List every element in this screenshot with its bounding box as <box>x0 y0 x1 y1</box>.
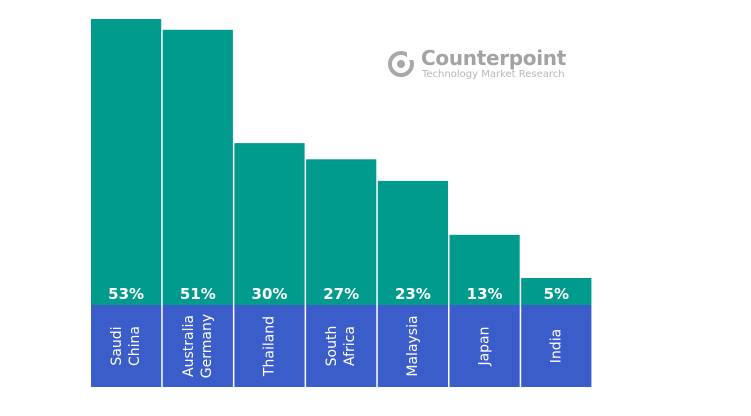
watermark-tagline: Technology Market Research <box>422 69 565 80</box>
value-label: 51% <box>180 285 216 303</box>
bar <box>162 29 233 306</box>
category-label: South <box>324 326 340 367</box>
category-band <box>91 305 162 387</box>
bar <box>449 234 520 305</box>
bar <box>377 180 448 305</box>
category-bands-group <box>91 305 592 387</box>
bar <box>91 19 162 305</box>
category-label: Malaysia <box>405 315 421 376</box>
bars-group <box>91 19 592 306</box>
value-label: 27% <box>323 285 359 303</box>
value-label: 30% <box>252 285 288 303</box>
value-label: 5% <box>544 285 569 303</box>
category-band <box>377 305 448 387</box>
category-band <box>306 305 377 387</box>
category-label: Japan <box>477 326 493 366</box>
category-band <box>521 305 592 387</box>
category-label: Australia <box>181 315 197 377</box>
category-label: Germany <box>199 314 215 378</box>
value-labels-group: 53% 51% 30% 27% 23% 13% 5% <box>108 285 569 303</box>
bar <box>306 159 377 305</box>
counterpoint-logo-icon <box>388 51 414 77</box>
bar <box>234 143 305 305</box>
category-band <box>449 305 520 387</box>
category-label: Africa <box>342 326 358 366</box>
category-labels-group: Saudi China Australia Germany Thailand South A… <box>109 314 564 378</box>
category-label: China <box>127 326 143 366</box>
category-label: India <box>548 329 564 363</box>
value-label: 23% <box>395 285 431 303</box>
category-label: Saudi <box>109 326 125 365</box>
bar <box>521 278 592 305</box>
counterpoint-watermark: Counterpoint Technology Market Research <box>386 47 566 81</box>
value-label: 53% <box>108 285 144 303</box>
watermark-brand: Counterpoint <box>421 46 566 70</box>
category-label: Thailand <box>262 316 278 377</box>
value-label: 13% <box>467 285 503 303</box>
category-band <box>234 305 305 387</box>
category-band <box>162 305 233 387</box>
